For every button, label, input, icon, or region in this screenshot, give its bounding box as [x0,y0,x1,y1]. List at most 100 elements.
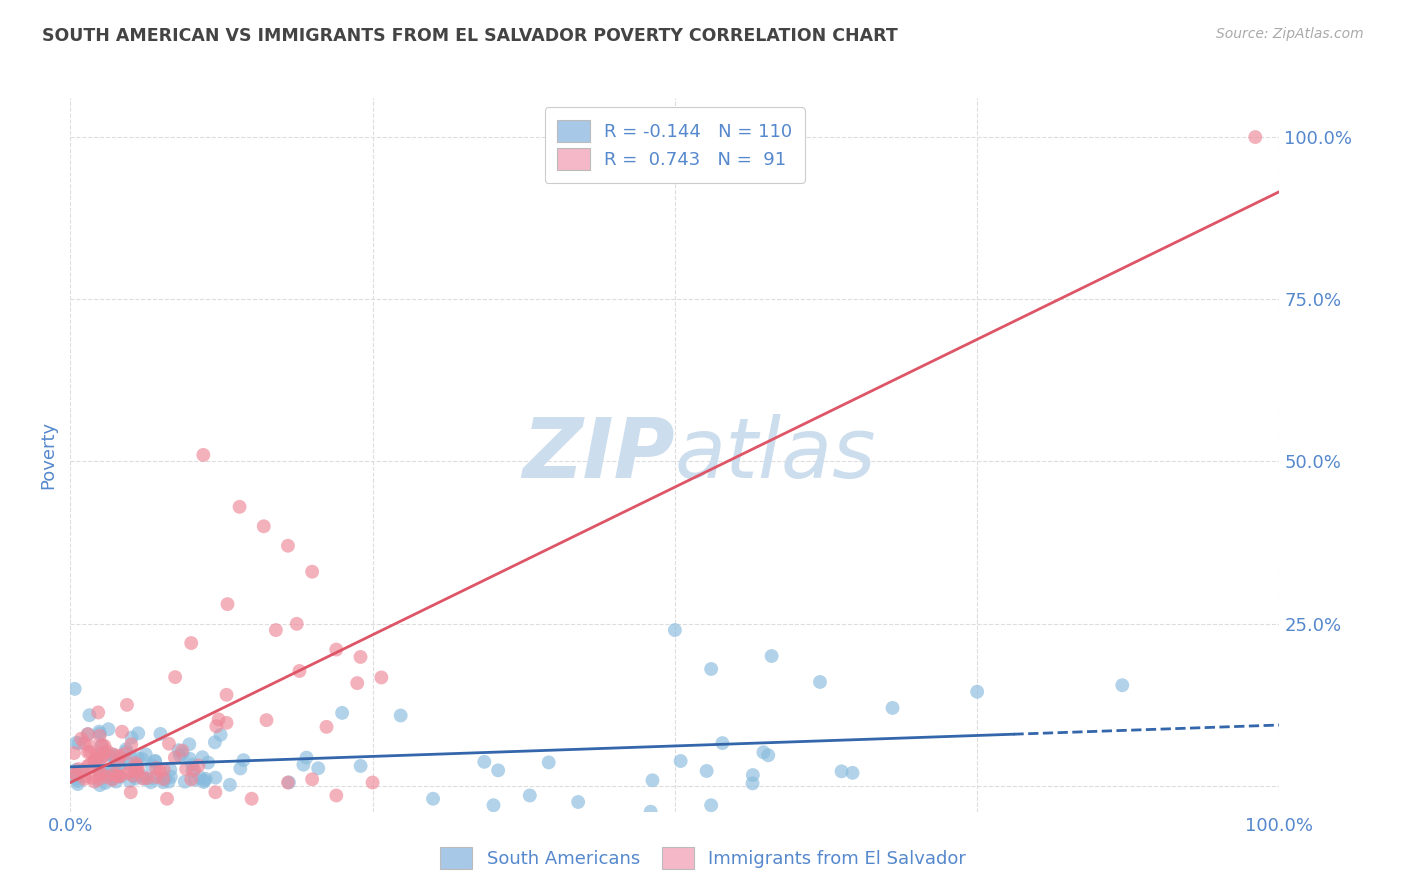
Point [87,749,110,764]
Point [131,752,153,766]
Point [103,764,125,778]
Point [700,662,723,676]
Point [131,768,153,782]
Point [472,755,495,769]
Point [120,785,142,799]
Point [219,778,242,792]
Point [89,724,111,739]
Point [194,772,217,786]
Point [179,737,201,751]
Point [83,774,105,789]
Point [288,664,311,678]
Point [103,751,125,765]
Point [105,766,128,780]
Point [179,752,201,766]
Point [120,738,142,752]
Point [89,778,111,792]
Point [174,762,197,776]
Point [143,755,166,769]
Point [173,774,195,789]
Point [232,753,254,767]
Point [115,742,138,756]
Point [172,747,194,761]
Point [669,754,692,768]
Point [73,769,96,783]
Point [87,764,110,778]
Point [72,764,94,778]
Point [127,726,149,740]
Point [172,743,194,757]
Point [124,763,146,777]
Point [167,743,190,757]
Point [256,713,278,727]
Point [100,772,122,786]
Point [315,720,337,734]
Point [240,791,263,805]
Point [76,759,98,773]
Point [114,747,136,761]
Point [664,623,686,637]
Point [105,774,128,789]
Point [108,758,131,772]
Point [191,750,214,764]
Legend: South Americans, Immigrants from El Salvador: South Americans, Immigrants from El Salv… [430,838,976,879]
Text: atlas: atlas [675,415,876,495]
Point [159,763,181,777]
Point [567,795,589,809]
Point [79,708,101,723]
Point [184,772,207,787]
Point [103,767,125,781]
Point [101,747,124,762]
Point [94,763,117,777]
Point [70,731,93,746]
Point [120,764,142,779]
Point [157,737,180,751]
Point [111,724,134,739]
Point [157,774,180,789]
Point [118,757,141,772]
Point [141,758,163,772]
Point [696,764,718,778]
Text: Source: ZipAtlas.com: Source: ZipAtlas.com [1216,27,1364,41]
Point [349,649,371,664]
Point [285,616,308,631]
Point [122,769,145,783]
Point [87,706,110,720]
Point [65,768,87,782]
Point [63,746,86,760]
Point [156,791,179,805]
Point [325,642,347,657]
Point [882,701,904,715]
Point [120,750,142,764]
Point [163,750,186,764]
Point [277,775,299,789]
Point [91,738,114,752]
Point [127,764,149,779]
Point [181,757,204,772]
Point [115,698,138,712]
Point [79,739,101,754]
Point [122,769,145,783]
Point [307,761,329,775]
Point [101,772,124,787]
Point [73,736,96,750]
Point [65,767,87,781]
Point [108,769,131,783]
Point [96,744,118,758]
Point [187,758,209,772]
Point [277,539,299,553]
Point [79,757,101,772]
Point [108,749,131,764]
Point [66,777,89,791]
Point [87,747,110,762]
Point [752,745,775,759]
Point [204,735,226,749]
Point [135,747,157,762]
Text: ZIP: ZIP [522,415,675,495]
Point [301,772,323,787]
Legend: R = -0.144   N = 110, R =  0.743   N =  91: R = -0.144 N = 110, R = 0.743 N = 91 [544,107,806,183]
Point [180,636,202,650]
Point [301,565,323,579]
Point [127,751,149,765]
Point [207,712,229,726]
